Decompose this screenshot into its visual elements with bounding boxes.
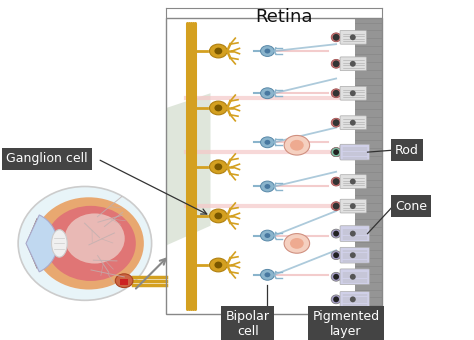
Circle shape — [333, 296, 339, 302]
Circle shape — [350, 274, 356, 280]
Text: Ganglion cell: Ganglion cell — [6, 153, 88, 166]
Ellipse shape — [264, 184, 270, 189]
FancyBboxPatch shape — [340, 145, 366, 159]
Circle shape — [333, 119, 339, 126]
Ellipse shape — [64, 214, 125, 264]
Ellipse shape — [18, 186, 152, 300]
Circle shape — [333, 252, 339, 258]
Ellipse shape — [214, 48, 222, 54]
Ellipse shape — [34, 197, 144, 290]
Ellipse shape — [331, 118, 341, 127]
Ellipse shape — [261, 88, 274, 99]
Ellipse shape — [264, 91, 270, 96]
Circle shape — [333, 34, 339, 41]
FancyBboxPatch shape — [340, 247, 370, 263]
Bar — [120, 279, 128, 285]
Text: Rod: Rod — [395, 144, 419, 157]
Ellipse shape — [261, 269, 274, 280]
Text: Bipolar
cell: Bipolar cell — [226, 310, 270, 338]
Ellipse shape — [210, 209, 227, 223]
Circle shape — [333, 178, 339, 185]
FancyBboxPatch shape — [340, 291, 370, 307]
Wedge shape — [26, 218, 46, 243]
Circle shape — [350, 120, 356, 125]
Circle shape — [350, 296, 356, 302]
Ellipse shape — [331, 202, 341, 210]
FancyBboxPatch shape — [340, 144, 370, 160]
Circle shape — [333, 149, 339, 155]
Ellipse shape — [264, 272, 270, 277]
Ellipse shape — [331, 148, 341, 156]
Bar — [355, 18, 382, 314]
Text: Pigmented
layer: Pigmented layer — [312, 310, 380, 338]
Ellipse shape — [261, 46, 274, 56]
FancyBboxPatch shape — [340, 226, 370, 241]
Ellipse shape — [264, 233, 270, 238]
FancyBboxPatch shape — [340, 145, 366, 159]
Ellipse shape — [284, 135, 310, 155]
Ellipse shape — [331, 89, 341, 98]
Ellipse shape — [264, 140, 270, 145]
Ellipse shape — [214, 261, 222, 269]
Ellipse shape — [331, 33, 341, 42]
Ellipse shape — [331, 177, 341, 186]
Circle shape — [333, 274, 339, 280]
Circle shape — [350, 90, 356, 96]
Ellipse shape — [214, 212, 222, 219]
Polygon shape — [166, 93, 210, 245]
Wedge shape — [26, 215, 57, 272]
Circle shape — [350, 231, 356, 237]
Ellipse shape — [261, 230, 274, 241]
Ellipse shape — [331, 148, 341, 156]
Ellipse shape — [290, 238, 304, 249]
Text: Retina: Retina — [255, 8, 313, 26]
Ellipse shape — [331, 229, 341, 238]
Ellipse shape — [331, 148, 341, 156]
Ellipse shape — [46, 206, 136, 281]
Ellipse shape — [284, 234, 310, 253]
Ellipse shape — [331, 59, 341, 68]
Circle shape — [333, 149, 339, 156]
FancyBboxPatch shape — [340, 175, 366, 188]
Ellipse shape — [52, 230, 67, 257]
Circle shape — [350, 203, 356, 209]
FancyBboxPatch shape — [340, 86, 366, 100]
Bar — [166, 18, 382, 314]
Ellipse shape — [331, 272, 341, 281]
Circle shape — [350, 149, 356, 155]
Ellipse shape — [331, 295, 341, 304]
Circle shape — [333, 231, 339, 237]
Text: Cone: Cone — [395, 200, 427, 212]
Ellipse shape — [210, 258, 227, 272]
Ellipse shape — [261, 137, 274, 148]
Ellipse shape — [210, 160, 227, 174]
Ellipse shape — [331, 251, 341, 260]
FancyBboxPatch shape — [340, 57, 366, 71]
Ellipse shape — [115, 274, 133, 288]
Circle shape — [333, 90, 339, 97]
Ellipse shape — [210, 44, 227, 58]
Ellipse shape — [261, 181, 274, 192]
Ellipse shape — [264, 49, 270, 53]
Circle shape — [350, 252, 356, 258]
Circle shape — [350, 34, 356, 40]
FancyBboxPatch shape — [340, 30, 366, 44]
Circle shape — [333, 149, 339, 156]
Circle shape — [333, 61, 339, 67]
Circle shape — [333, 203, 339, 209]
FancyBboxPatch shape — [340, 269, 370, 285]
Ellipse shape — [214, 164, 222, 170]
FancyBboxPatch shape — [340, 199, 366, 213]
Ellipse shape — [210, 101, 227, 115]
FancyBboxPatch shape — [340, 116, 366, 130]
Ellipse shape — [290, 140, 304, 151]
Circle shape — [350, 61, 356, 67]
Circle shape — [350, 178, 356, 185]
Wedge shape — [26, 243, 46, 269]
Ellipse shape — [214, 104, 222, 112]
